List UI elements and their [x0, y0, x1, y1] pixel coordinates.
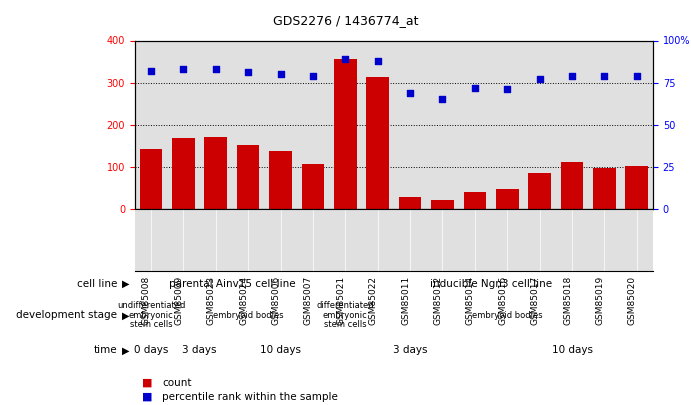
Bar	[496, 189, 518, 209]
Text: undifferentiated
embryonic
stem cells: undifferentiated embryonic stem cells	[117, 301, 185, 330]
Bar	[464, 192, 486, 209]
Text: ■: ■	[142, 378, 152, 388]
Bar	[560, 162, 583, 209]
Point	[404, 90, 415, 96]
Point	[243, 69, 254, 76]
Bar	[399, 197, 422, 209]
Text: cell line: cell line	[77, 279, 117, 289]
Point	[372, 58, 384, 64]
Bar	[237, 145, 259, 209]
Text: GDS2276 / 1436774_at: GDS2276 / 1436774_at	[273, 14, 418, 27]
Point	[307, 72, 319, 79]
Text: count: count	[162, 378, 192, 388]
Bar	[529, 173, 551, 209]
Bar	[269, 151, 292, 209]
Text: time: time	[94, 345, 117, 355]
Point	[534, 76, 545, 82]
Text: inducible Ngn3 cell line: inducible Ngn3 cell line	[430, 279, 552, 289]
Text: ▶: ▶	[122, 310, 130, 320]
Bar	[431, 200, 454, 209]
Text: 10 days: 10 days	[551, 345, 592, 355]
Point	[178, 66, 189, 72]
Point	[599, 72, 610, 79]
Bar	[301, 164, 324, 209]
Text: 10 days: 10 days	[260, 345, 301, 355]
Text: 3 days: 3 days	[182, 345, 217, 355]
Point	[632, 72, 643, 79]
Text: development stage: development stage	[17, 310, 117, 320]
Point	[502, 86, 513, 92]
Text: percentile rank within the sample: percentile rank within the sample	[162, 392, 339, 402]
Text: ■: ■	[142, 392, 152, 402]
Bar	[334, 60, 357, 209]
Bar	[593, 168, 616, 209]
Text: differentiated
embryonic
stem cells: differentiated embryonic stem cells	[316, 301, 374, 330]
Point	[275, 71, 286, 77]
Text: ▶: ▶	[122, 279, 130, 289]
Text: 3 days: 3 days	[392, 345, 427, 355]
Point	[340, 56, 351, 62]
Text: ▶: ▶	[122, 345, 130, 355]
Point	[567, 72, 578, 79]
Text: 0 days: 0 days	[134, 345, 168, 355]
Text: embryoid bodies: embryoid bodies	[472, 311, 542, 320]
Bar	[205, 137, 227, 209]
Point	[210, 66, 221, 72]
Point	[145, 68, 156, 74]
Point	[437, 96, 448, 102]
Text: embryoid bodies: embryoid bodies	[213, 311, 283, 320]
Bar	[366, 77, 389, 209]
Text: parental Ainv15 cell line: parental Ainv15 cell line	[169, 279, 295, 289]
Bar	[172, 138, 195, 209]
Bar	[625, 166, 648, 209]
Point	[469, 84, 480, 91]
Bar	[140, 149, 162, 209]
